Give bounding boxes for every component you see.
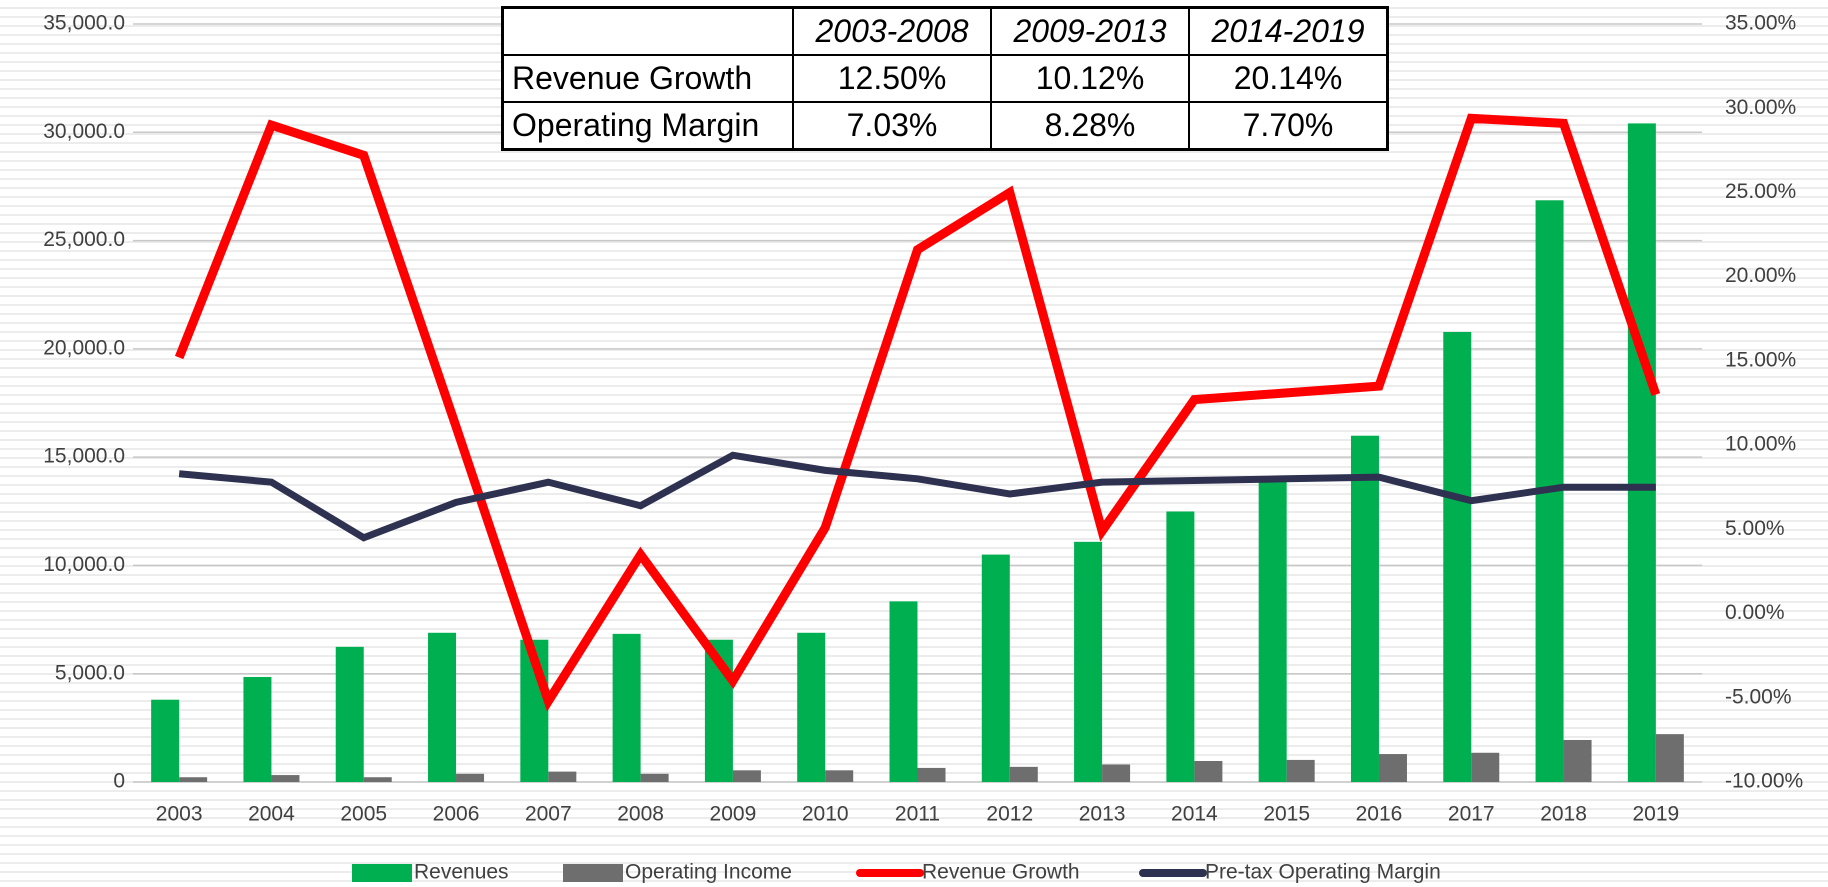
- x-tick-label: 2019: [1632, 803, 1679, 826]
- x-tick-label: 2007: [525, 803, 572, 826]
- bar: [1563, 739, 1592, 782]
- y-tick-label: 25,000.0: [43, 228, 125, 251]
- x-tick-label: 2014: [1171, 803, 1218, 826]
- bar: [612, 633, 641, 782]
- y-tick-label: 30,000.0: [43, 120, 125, 143]
- x-tick-label: 2016: [1356, 803, 1403, 826]
- cell: 10.12%: [990, 54, 1190, 103]
- y2-tick-label: 20.00%: [1725, 264, 1796, 287]
- x-tick-label: 2010: [802, 803, 849, 826]
- y-tick-label: 15,000.0: [43, 445, 125, 468]
- bar: [1350, 435, 1379, 782]
- x-tick-label: 2018: [1540, 803, 1587, 826]
- bar: [151, 699, 180, 782]
- legend-label: Revenues: [414, 861, 509, 884]
- y-tick-label: 0: [113, 770, 125, 793]
- bar: [1009, 766, 1038, 782]
- y2-tick-label: 15.00%: [1725, 348, 1796, 371]
- bar: [179, 777, 208, 782]
- y-tick-label: 10,000.0: [43, 553, 125, 576]
- table-row: Revenue Growth 12.50% 10.12% 20.14%: [501, 54, 1389, 103]
- x-tick-label: 2017: [1448, 803, 1495, 826]
- table-header: 2003-2008 2009-2013 2014-2019: [501, 6, 1389, 56]
- bar: [1443, 331, 1472, 782]
- y2-tick-label: -10.00%: [1725, 770, 1803, 793]
- y2-tick-label: 30.00%: [1725, 96, 1796, 119]
- x-tick-label: 2005: [340, 803, 387, 826]
- x-tick-label: 2008: [617, 803, 664, 826]
- bar: [917, 767, 946, 782]
- cell: 20.14%: [1188, 54, 1389, 103]
- x-tick-label: 2012: [986, 803, 1033, 826]
- legend-label: Pre-tax Operating Margin: [1205, 861, 1441, 884]
- corner-cell: [501, 6, 794, 56]
- x-tick-label: 2004: [248, 803, 295, 826]
- bar: [1378, 754, 1407, 782]
- bar: [640, 773, 669, 782]
- y2-tick-label: -5.00%: [1725, 685, 1792, 708]
- column-header: 2014-2019: [1188, 6, 1389, 56]
- bar: [243, 676, 272, 782]
- bar: [889, 601, 918, 782]
- table-row: Operating Margin 7.03% 8.28% 7.70%: [501, 101, 1389, 151]
- y2-tick-label: 25.00%: [1725, 180, 1796, 203]
- bar: [981, 554, 1010, 782]
- bar: [1471, 752, 1500, 782]
- bar: [456, 773, 485, 782]
- legend-label: Revenue Growth: [922, 861, 1080, 884]
- y2-tick-label: 5.00%: [1725, 517, 1785, 540]
- column-header: 2003-2008: [792, 6, 992, 56]
- legend-swatch: [352, 864, 412, 882]
- x-tick-label: 2011: [895, 803, 940, 826]
- x-tick-label: 2009: [710, 803, 757, 826]
- y2-tick-label: 10.00%: [1725, 433, 1796, 456]
- cell: 7.03%: [792, 101, 992, 151]
- bar: [1102, 764, 1131, 782]
- bar: [825, 770, 854, 782]
- x-tick-label: 2015: [1263, 803, 1310, 826]
- bar: [1074, 541, 1103, 782]
- bar: [732, 770, 761, 782]
- bar: [1655, 734, 1684, 782]
- bar: [1166, 511, 1195, 782]
- summary-table: 2003-2008 2009-2013 2014-2019 Revenue Gr…: [501, 6, 1389, 151]
- x-tick-label: 2013: [1079, 803, 1126, 826]
- x-tick-label: 2006: [433, 803, 480, 826]
- bar: [271, 775, 300, 782]
- bar: [428, 632, 457, 782]
- bar: [1258, 477, 1287, 782]
- bar: [1194, 760, 1223, 782]
- legend-label: Operating Income: [625, 861, 792, 884]
- bar: [1286, 759, 1315, 782]
- bar: [797, 632, 826, 782]
- y-tick-label: 5,000.0: [55, 661, 125, 684]
- y-tick-label: 35,000.0: [43, 12, 125, 35]
- line-series: [174, 113, 1661, 712]
- x-tick-label: 2003: [156, 803, 203, 826]
- row-label: Operating Margin: [501, 101, 794, 151]
- y2-tick-label: 35.00%: [1725, 12, 1796, 35]
- bar: [363, 777, 392, 782]
- bar: [1627, 123, 1656, 782]
- cell: 12.50%: [792, 54, 992, 103]
- column-header: 2009-2013: [990, 6, 1190, 56]
- bar: [548, 771, 577, 782]
- y-tick-label: 20,000.0: [43, 336, 125, 359]
- row-label: Revenue Growth: [501, 54, 794, 103]
- line-series: [178, 451, 1656, 542]
- cell: 8.28%: [990, 101, 1190, 151]
- y2-tick-label: 0.00%: [1725, 601, 1785, 624]
- legend-swatch: [563, 864, 623, 882]
- cell: 7.70%: [1188, 101, 1389, 151]
- bar: [335, 646, 364, 782]
